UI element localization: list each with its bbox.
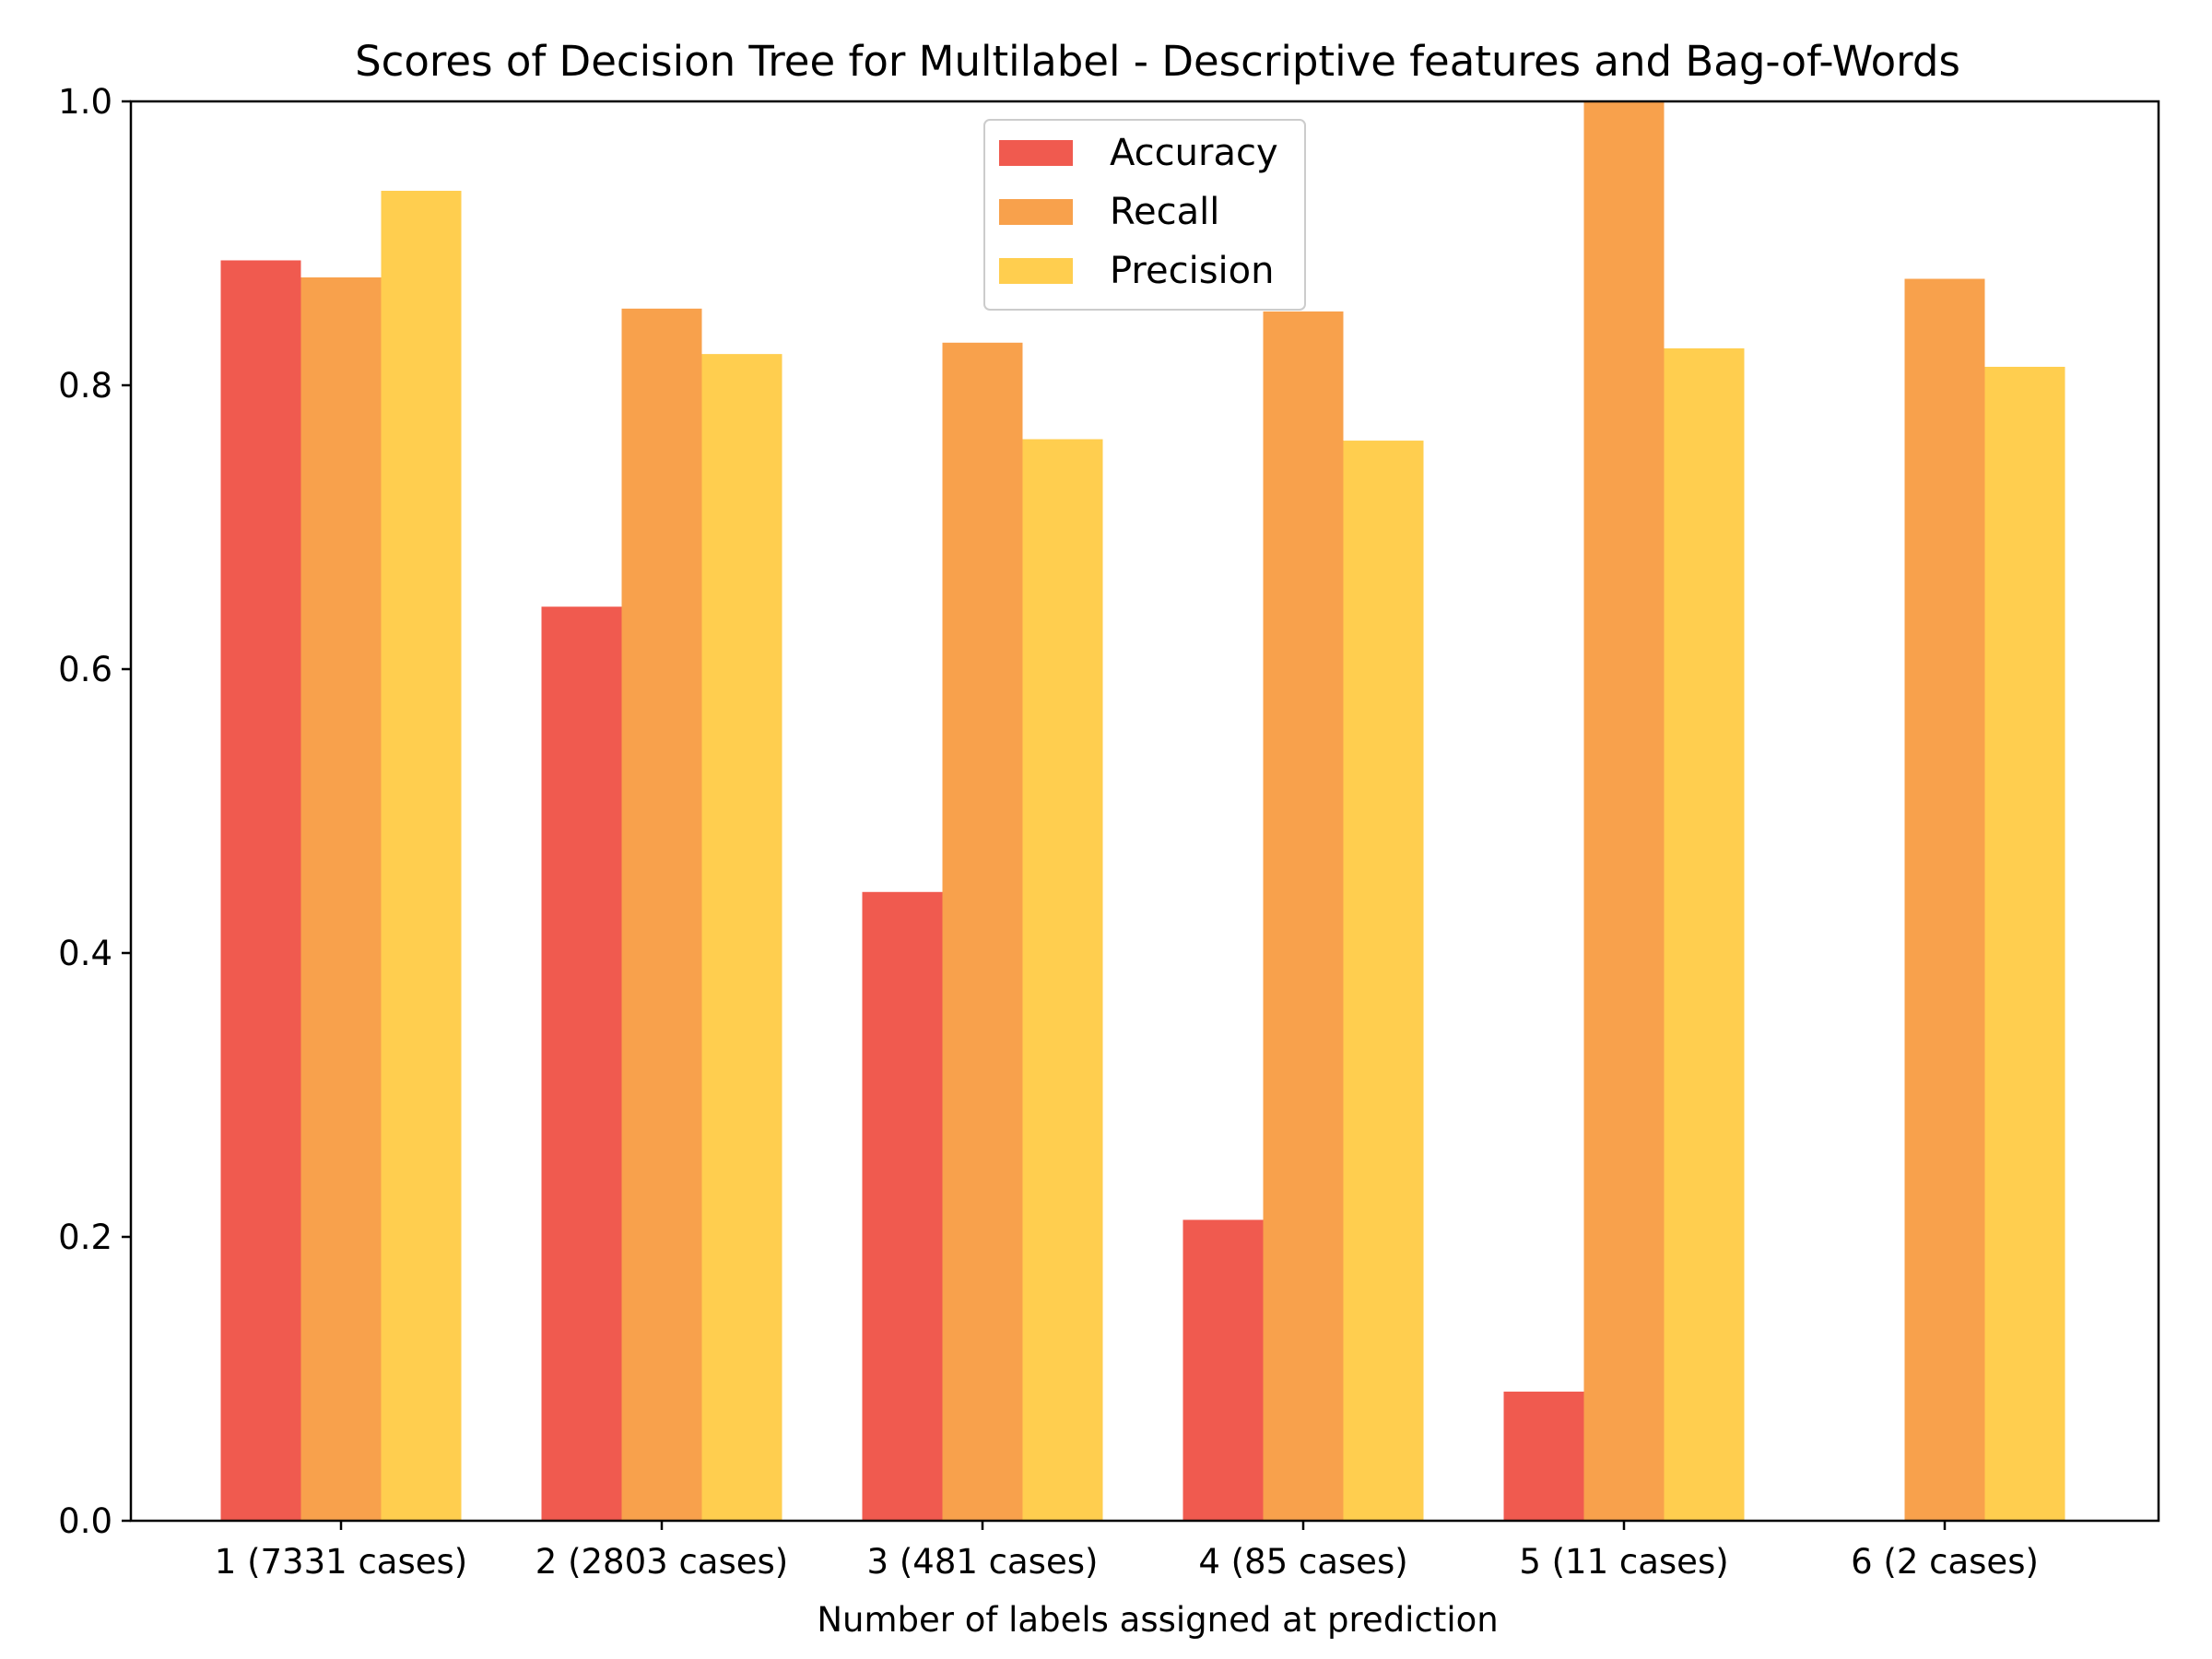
legend-label-accuracy: Accuracy bbox=[1110, 132, 1278, 174]
y-tick-label: 1.0 bbox=[58, 82, 112, 122]
bar-accuracy-4 bbox=[1182, 1219, 1264, 1521]
bar-accuracy-2 bbox=[541, 606, 622, 1521]
y-tick-label: 0.0 bbox=[58, 1501, 112, 1541]
bar-recall-4 bbox=[1263, 311, 1344, 1521]
legend-swatch-accuracy bbox=[999, 140, 1073, 166]
bar-recall-5 bbox=[1583, 101, 1665, 1521]
bar-recall-2 bbox=[621, 308, 702, 1522]
bar-recall-1 bbox=[300, 276, 382, 1522]
bar-accuracy-3 bbox=[862, 891, 943, 1521]
y-tick-label: 0.6 bbox=[58, 650, 112, 689]
bar-precision-4 bbox=[1343, 441, 1424, 1521]
chart-title: Scores of Decision Tree for Multilabel -… bbox=[355, 37, 1960, 86]
legend-label-recall: Recall bbox=[1110, 191, 1219, 233]
legend-swatch-precision bbox=[999, 258, 1073, 284]
bar-precision-2 bbox=[701, 354, 782, 1521]
bar-precision-5 bbox=[1664, 347, 1745, 1522]
bar-accuracy-1 bbox=[220, 260, 301, 1522]
y-tick-label: 0.4 bbox=[58, 934, 112, 973]
bar-recall-6 bbox=[1904, 278, 1985, 1521]
bars-group bbox=[220, 101, 2065, 1522]
legend-swatch-recall bbox=[999, 199, 1073, 225]
x-tick-label: 6 (2 cases) bbox=[1851, 1542, 2039, 1582]
x-tick-label: 2 (2803 cases) bbox=[535, 1542, 788, 1582]
bar-precision-6 bbox=[1984, 366, 2065, 1522]
y-tick-label: 0.2 bbox=[58, 1218, 112, 1257]
x-tick-label: 3 (481 cases) bbox=[867, 1542, 1099, 1582]
legend-label-precision: Precision bbox=[1110, 250, 1274, 292]
bar-precision-3 bbox=[1022, 439, 1103, 1521]
x-tick-label: 4 (85 cases) bbox=[1198, 1542, 1407, 1582]
bar-accuracy-5 bbox=[1503, 1391, 1584, 1521]
x-axis-label: Number of labels assigned at prediction bbox=[817, 1600, 1498, 1640]
y-axis: 0.0 0.2 0.4 0.6 0.8 1.0 bbox=[58, 82, 131, 1541]
legend: Accuracy Recall Precision bbox=[983, 119, 1306, 311]
x-axis: 1 (7331 cases) 2 (2803 cases) 3 (481 cases… bbox=[215, 1521, 2039, 1582]
x-tick-label: 5 (11 cases) bbox=[1519, 1542, 1728, 1582]
x-tick-label: 1 (7331 cases) bbox=[215, 1542, 467, 1582]
y-tick-label: 0.8 bbox=[58, 366, 112, 406]
bar-precision-1 bbox=[381, 191, 462, 1521]
plot-frame bbox=[129, 100, 2160, 1523]
bar-recall-3 bbox=[942, 342, 1023, 1521]
